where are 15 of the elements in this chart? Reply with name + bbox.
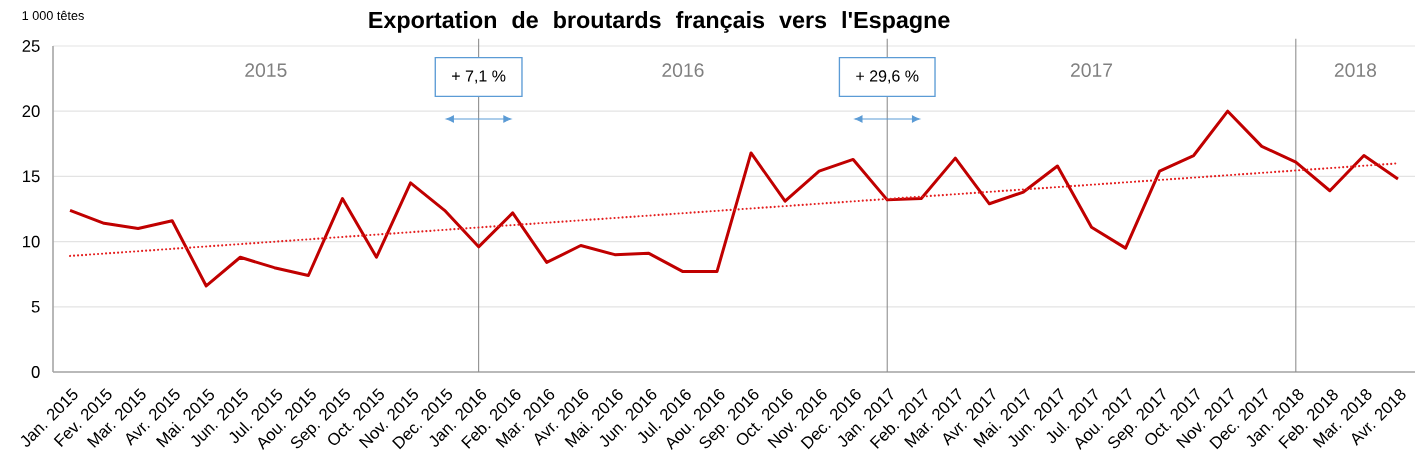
y-tick-label: 5 <box>31 300 40 313</box>
y-axis-title: 1 000 têtes <box>22 10 84 21</box>
annotation: 2015 <box>245 63 287 77</box>
y-tick-label: 25 <box>22 40 40 52</box>
annotation: 2018 <box>1334 63 1377 77</box>
ref-line-label: + 7,1 % <box>452 70 506 84</box>
y-tick-label: 0 <box>31 366 40 378</box>
annotation: 2016 <box>662 63 704 77</box>
y-tick-label: 20 <box>22 105 40 118</box>
line-series <box>68 109 1400 288</box>
ref-line-label: + 29,6 % <box>856 70 919 84</box>
chart-title: Exportation de broutards français vers l'Espagne <box>369 11 950 33</box>
y-tick-label: 10 <box>23 235 40 248</box>
y-tick-label: 15 <box>23 170 40 183</box>
annotation: 2017 <box>1071 63 1113 77</box>
